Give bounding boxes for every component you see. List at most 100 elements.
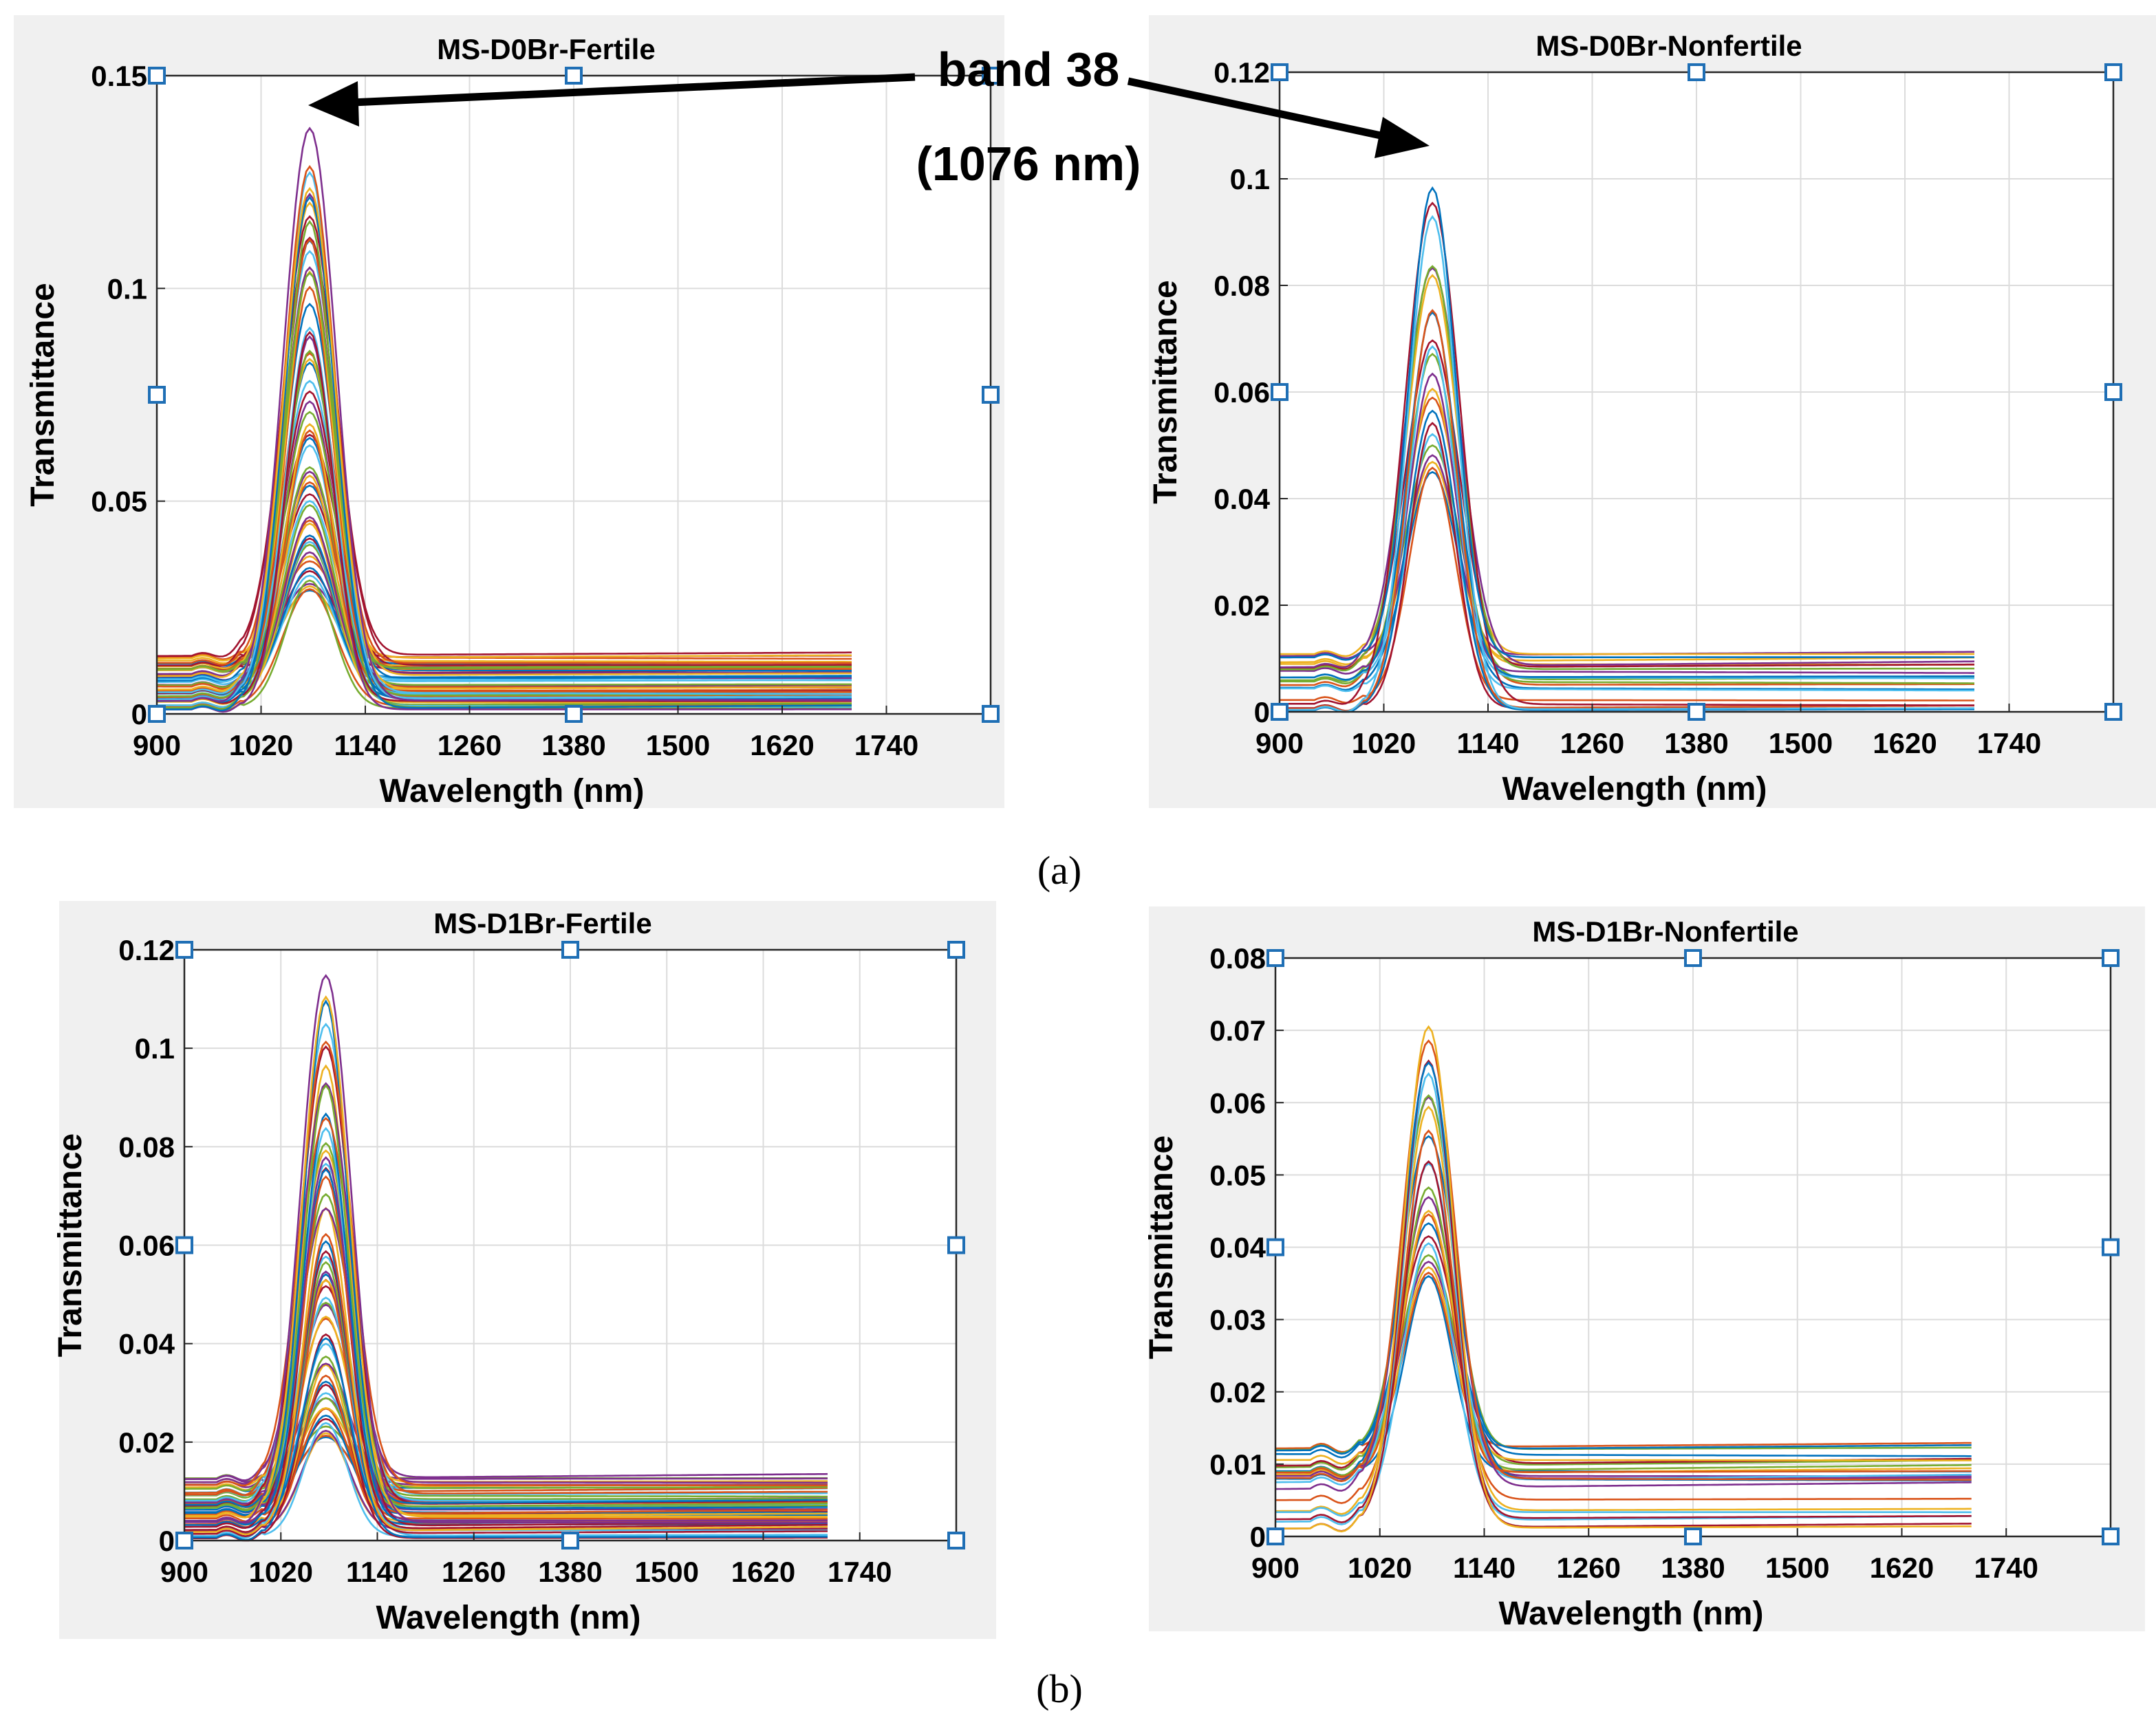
selection-handle[interactable] bbox=[1271, 63, 1289, 81]
chart-panel-d0br-nonfertile: 900 1020 1140 1260 1380 1500 1620 1740 0 0.02 0.04… bbox=[1147, 15, 2156, 808]
chart-panel-d1br-fertile: 900 1020 1140 1260 1380 1500 1620 1740 0 0.02 0.04… bbox=[52, 901, 996, 1639]
x-tick-label: 1380 bbox=[538, 1556, 602, 1588]
selection-handle[interactable] bbox=[148, 67, 166, 85]
x-tick-label: 1740 bbox=[1974, 1552, 2038, 1584]
selection-handle[interactable] bbox=[175, 1236, 193, 1254]
y-axis-label: Transmittance bbox=[1147, 280, 1184, 503]
y-tick-label: 0.03 bbox=[1209, 1304, 1266, 1336]
x-tick-label: 1740 bbox=[828, 1556, 892, 1588]
y-tick-label: 0.04 bbox=[118, 1328, 175, 1360]
x-tick-label: 1020 bbox=[249, 1556, 313, 1588]
x-tick-label: 1140 bbox=[334, 729, 396, 761]
spectra-series bbox=[156, 127, 852, 713]
spectrum-line-38 bbox=[184, 1206, 828, 1536]
spectra-series bbox=[1279, 186, 1975, 713]
y-tick-label: 0.02 bbox=[118, 1426, 175, 1459]
band-annotation: band 38 (1076 nm) bbox=[308, 43, 1430, 191]
selection-handle[interactable] bbox=[565, 67, 583, 85]
y-axis-label: Transmittance bbox=[1143, 1135, 1180, 1359]
x-tick-label: 1020 bbox=[229, 729, 293, 761]
selection-handle[interactable] bbox=[947, 1236, 965, 1254]
y-tick-label: 0.08 bbox=[118, 1131, 175, 1163]
annotation-wavelength-label: (1076 nm) bbox=[916, 137, 1141, 191]
x-tick-label: 1380 bbox=[1664, 727, 1728, 759]
selection-handle[interactable] bbox=[1684, 949, 1702, 967]
y-tick-label: 0.1 bbox=[1230, 163, 1270, 195]
spectrum-line-19 bbox=[1279, 265, 1974, 672]
selection-handle[interactable] bbox=[175, 941, 193, 959]
selection-handle[interactable] bbox=[982, 705, 1000, 723]
selection-handle[interactable] bbox=[561, 1532, 579, 1549]
x-tick-label: 1500 bbox=[1765, 1552, 1829, 1584]
y-tick-label: 0.15 bbox=[91, 60, 147, 92]
selection-handle[interactable] bbox=[2102, 1527, 2120, 1545]
spectrum-line-14 bbox=[1275, 1160, 1972, 1532]
selection-handle[interactable] bbox=[1271, 703, 1289, 721]
selection-handle[interactable] bbox=[175, 1532, 193, 1549]
x-tick-label: 1140 bbox=[346, 1556, 409, 1588]
x-axis-label: Wavelength (nm) bbox=[376, 1600, 641, 1636]
spectrum-line-59 bbox=[184, 995, 828, 1519]
x-tick-label: 1260 bbox=[438, 729, 502, 761]
x-tick-label: 1620 bbox=[731, 1556, 795, 1588]
spectrum-line-42 bbox=[184, 1166, 828, 1534]
sublabel-a: (a) bbox=[1037, 848, 1081, 893]
x-tick-label: 1740 bbox=[1977, 727, 2041, 759]
selection-handle[interactable] bbox=[982, 386, 1000, 404]
x-tick-label: 1500 bbox=[646, 729, 710, 761]
selection-handle[interactable] bbox=[982, 67, 1000, 85]
selection-handle[interactable] bbox=[148, 386, 166, 404]
spectrum-line-21 bbox=[1280, 202, 1974, 706]
y-tick-label: 0.08 bbox=[1209, 942, 1266, 975]
spectrum-line-16 bbox=[1280, 309, 1974, 713]
x-tick-label: 1740 bbox=[854, 729, 918, 761]
selection-handle[interactable] bbox=[2104, 63, 2122, 81]
x-tick-label: 900 bbox=[1255, 727, 1304, 759]
selection-handle[interactable] bbox=[947, 941, 965, 959]
annotation-band-label: band 38 bbox=[938, 43, 1120, 96]
x-tick-label: 900 bbox=[160, 1556, 208, 1588]
x-tick-label: 1500 bbox=[635, 1556, 699, 1588]
selection-handle[interactable] bbox=[2102, 949, 2120, 967]
x-tick-label: 1260 bbox=[1557, 1552, 1621, 1584]
selection-handle[interactable] bbox=[2104, 703, 2122, 721]
x-tick-label: 1620 bbox=[1873, 727, 1937, 759]
x-axis-label: Wavelength (nm) bbox=[380, 773, 645, 809]
selection-handle[interactable] bbox=[148, 705, 166, 723]
selection-handle[interactable] bbox=[561, 941, 579, 959]
y-tick-label: 0.06 bbox=[1209, 1087, 1266, 1119]
spectrum-line-57 bbox=[184, 999, 828, 1508]
x-tick-label: 1500 bbox=[1769, 727, 1833, 759]
y-tick-label: 0.05 bbox=[91, 486, 147, 518]
spectrum-line-19 bbox=[157, 503, 852, 708]
selection-handle[interactable] bbox=[1688, 63, 1705, 81]
y-tick-label: 0.07 bbox=[1209, 1014, 1266, 1047]
x-tick-label: 1260 bbox=[442, 1556, 506, 1588]
spectrum-line-21 bbox=[1275, 1059, 1972, 1523]
selection-handle[interactable] bbox=[2102, 1238, 2120, 1257]
selection-handle[interactable] bbox=[1688, 703, 1705, 721]
chart-title: MS-D0Br-Fertile bbox=[437, 33, 655, 65]
spectrum-line-15 bbox=[1280, 311, 1974, 681]
spectrum-line-54 bbox=[184, 1084, 828, 1512]
spectrum-line-24 bbox=[1275, 1025, 1972, 1533]
spectrum-line-60 bbox=[157, 127, 852, 702]
selection-handle[interactable] bbox=[1266, 1527, 1284, 1545]
x-tick-label: 1140 bbox=[1456, 727, 1519, 759]
selection-handle[interactable] bbox=[1266, 949, 1284, 967]
selection-handle[interactable] bbox=[947, 1532, 965, 1549]
selection-handle[interactable] bbox=[2104, 383, 2122, 401]
selection-handle[interactable] bbox=[1684, 1527, 1702, 1545]
spectrum-line-20 bbox=[1280, 215, 1974, 713]
spectrum-line-41 bbox=[157, 326, 852, 683]
spectrum-line-44 bbox=[157, 285, 852, 694]
spectrum-line-30 bbox=[184, 1279, 828, 1523]
selection-handle[interactable] bbox=[565, 705, 583, 723]
annotation-arrow-right-head bbox=[1375, 117, 1430, 158]
y-tick-label: 0.1 bbox=[107, 272, 147, 305]
selection-handle[interactable] bbox=[1271, 383, 1289, 401]
x-axis-label: Wavelength (nm) bbox=[1502, 771, 1767, 807]
spectrum-line-54 bbox=[157, 219, 852, 673]
selection-handle[interactable] bbox=[1266, 1238, 1284, 1257]
